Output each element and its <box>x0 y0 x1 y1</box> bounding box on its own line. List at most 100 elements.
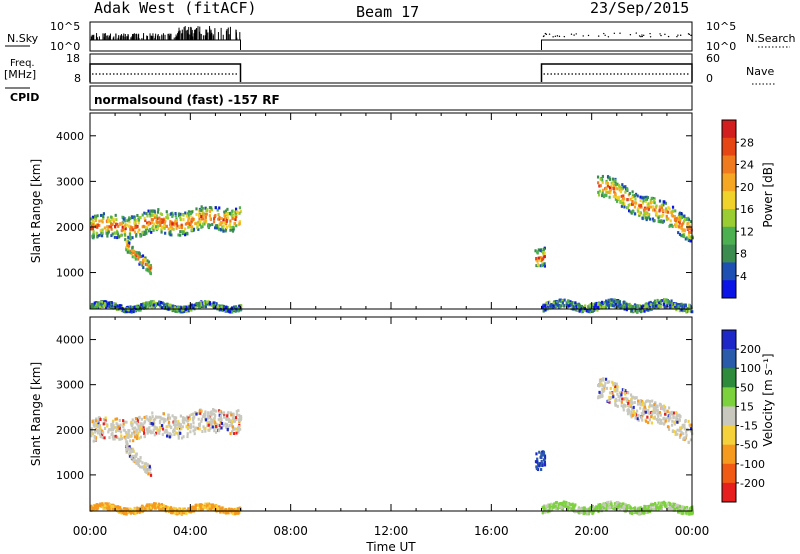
power-cell <box>189 225 192 229</box>
velocity-cell <box>680 430 683 434</box>
power-cell <box>90 217 93 221</box>
velocity-cell <box>598 383 601 387</box>
power-cell <box>666 299 669 303</box>
power-cell <box>632 210 635 214</box>
velocity-cell <box>119 430 123 434</box>
power-cell <box>115 304 118 308</box>
velocity-cell <box>172 423 176 427</box>
power-cell <box>123 224 126 228</box>
velocity-cell <box>158 419 162 423</box>
x-tick-label: 12:00 <box>374 524 409 538</box>
power-cell <box>126 219 129 223</box>
nsearch-point <box>556 35 559 37</box>
velocity-cell <box>666 415 670 419</box>
velocity-cell <box>133 430 136 434</box>
velocity-cell <box>645 508 649 512</box>
velocity-cell <box>217 429 221 433</box>
velocity-colorbar-label: 50 <box>740 381 754 394</box>
velocity-cell <box>232 431 236 435</box>
power-cell <box>598 305 601 309</box>
velocity-cell <box>98 432 102 436</box>
power-cell <box>634 197 637 201</box>
velocity-colorbar-swatch <box>722 444 736 465</box>
power-cell <box>618 301 621 305</box>
date-title: 23/Sep/2015 <box>590 0 689 17</box>
velocity-cell <box>94 419 98 423</box>
velocity-cell <box>204 429 207 433</box>
velocity-cell <box>633 396 637 400</box>
power-cell <box>125 240 128 244</box>
power-cell <box>153 209 156 213</box>
velocity-cell <box>213 408 216 412</box>
power-cell <box>105 305 108 309</box>
velocity-cell <box>135 462 138 466</box>
velocity-cell <box>237 429 240 433</box>
nsearch-point <box>604 34 606 36</box>
velocity-cell <box>148 465 151 469</box>
power-cell <box>662 300 666 304</box>
velocity-cell <box>139 435 143 439</box>
velocity-cell <box>185 424 188 428</box>
power-colorbar-swatch <box>722 137 736 156</box>
power-cell <box>164 219 167 223</box>
power-cell <box>184 211 187 215</box>
power-cell <box>606 175 610 179</box>
power-cell <box>147 209 150 213</box>
nsearch-point <box>582 35 584 37</box>
power-cell <box>229 222 232 226</box>
velocity-cell <box>689 423 692 427</box>
power-cell <box>644 210 648 214</box>
power-cell <box>625 303 628 307</box>
velocity-cell <box>201 430 204 434</box>
velocity-cell <box>607 506 610 510</box>
velocity-cell <box>629 404 633 408</box>
velocity-cell <box>132 455 136 459</box>
power-cell <box>605 179 608 183</box>
velocity-cell <box>238 413 241 417</box>
nsearch-point <box>667 35 670 38</box>
velocity-cell <box>610 391 613 395</box>
power-cell <box>668 207 671 211</box>
velocity-cell <box>643 402 646 406</box>
velocity-cell <box>237 511 240 515</box>
power-cell <box>234 207 238 211</box>
velocity-colorbar-label: 100 <box>740 362 761 375</box>
velocity-cell <box>187 419 190 423</box>
velocity-cell <box>148 506 151 510</box>
velocity-cell <box>682 436 685 440</box>
velocity-cell <box>129 439 132 443</box>
power-cell <box>163 222 166 226</box>
power-cell <box>94 219 97 223</box>
velocity-ytick-label: 2000 <box>56 424 84 437</box>
velocity-cell <box>162 508 166 512</box>
power-cell <box>690 310 693 314</box>
power-cell <box>683 228 686 232</box>
velocity-cell <box>577 511 580 515</box>
x-tick-label: 08:00 <box>273 524 308 538</box>
power-cell <box>663 200 666 204</box>
power-cell <box>200 225 203 229</box>
power-cell <box>559 300 562 304</box>
velocity-cell <box>107 430 110 434</box>
velocity-colorbar-swatch <box>722 349 736 369</box>
freq-panel: Freq. [MHz] 18 8 60 0 Nave <box>4 52 776 85</box>
power-cell <box>149 267 152 271</box>
velocity-cell <box>631 508 634 512</box>
power-cell <box>680 308 683 312</box>
power-cell <box>206 300 209 304</box>
power-cell <box>223 216 226 220</box>
velocity-ytick-label: 1000 <box>56 469 84 482</box>
velocity-cell <box>623 404 627 408</box>
power-cell <box>633 193 637 197</box>
velocity-cell <box>225 508 228 512</box>
power-cell <box>153 213 156 217</box>
velocity-cell <box>201 505 205 509</box>
velocity-cell <box>136 506 139 510</box>
power-cell <box>131 308 134 312</box>
power-cell <box>569 300 572 304</box>
velocity-cell <box>625 399 628 403</box>
velocity-cell <box>186 427 190 431</box>
power-cell <box>677 305 680 309</box>
power-cell <box>127 247 130 251</box>
power-cell <box>91 227 95 231</box>
